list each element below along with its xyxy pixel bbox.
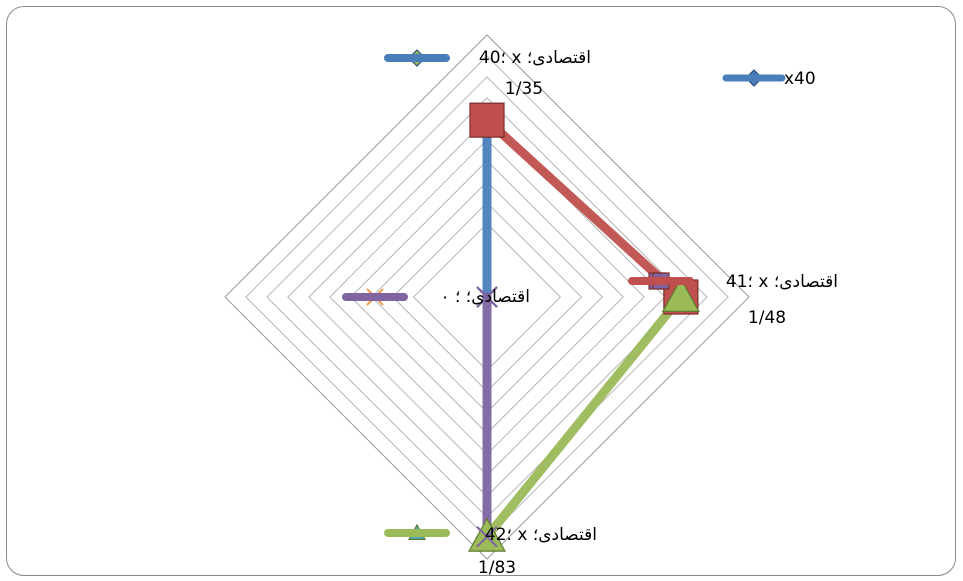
value-label-x42: 1/83 [478,558,516,578]
labels-layer: 40؛ x اقتصادی؛ 1/35 41؛ x اقتصادی؛ 1/48 42؛ … [342,48,838,578]
axis-label-x43: اقتصادی؛ ؛ ۰ [440,287,530,307]
series-marker [661,277,700,312]
series-line [482,115,686,302]
legend-label: x40 [784,69,816,89]
legend: x40 [722,69,816,89]
value-label-x40: 1/35 [505,79,543,99]
value-label-x41: 1/48 [748,308,786,328]
series-marker [467,517,507,552]
series-marker [469,102,505,138]
markers-layer [366,49,763,552]
axis-label-x40: 40؛ x اقتصادی؛ [479,48,591,68]
series-marker [476,286,498,308]
axis-label-x41: 41؛ x اقتصادی؛ [726,272,838,292]
series-line [482,292,686,542]
series-layer [482,115,686,542]
grid-ring [224,34,750,560]
axis-label-x42: 42؛ x اقتصادی؛ [485,525,597,545]
series-marker [476,526,498,548]
